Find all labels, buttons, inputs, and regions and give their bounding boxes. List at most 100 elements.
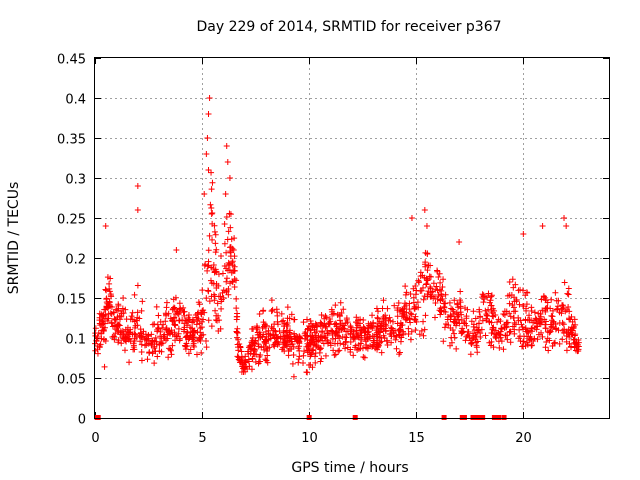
data-point [435,292,442,299]
data-point [380,297,387,304]
data-point [209,220,216,227]
data-point [415,278,422,285]
data-point [472,315,479,322]
data-point [223,275,230,282]
data-point [176,306,183,313]
y-tick-label: 0.3 [65,173,86,188]
data-point [317,319,324,326]
data-point [138,357,145,364]
data-point [286,337,293,344]
data-point [220,294,227,301]
data-point [146,349,153,356]
zero-point [476,415,482,420]
zero-point [496,415,502,420]
data-point [384,305,391,312]
data-point [407,319,414,326]
data-point [495,330,502,337]
data-point [131,346,138,353]
data-point [94,350,101,357]
data-point [152,334,159,341]
data-point [208,264,215,271]
data-point [442,291,449,298]
data-point [223,289,230,296]
data-point [138,332,145,339]
x-tick-label: 5 [198,431,206,446]
data-point [469,335,476,342]
data-point [464,328,471,335]
data-point [182,346,189,353]
data-point [218,253,225,260]
data-point [212,307,219,314]
data-point [398,313,405,320]
data-point [218,298,225,305]
data-point [242,357,249,364]
data-point [402,283,409,290]
data-point [420,332,427,339]
data-point [184,329,191,336]
data-point [461,320,468,327]
data-point [134,282,141,289]
data-point [413,287,420,294]
data-point [221,263,228,270]
data-point [236,340,243,347]
data-point [230,246,237,253]
data-point [338,309,345,316]
data-point [312,350,319,357]
data-point [291,331,298,338]
data-point [463,315,470,322]
data-point [520,303,527,310]
data-point [192,312,199,319]
data-point [205,287,212,294]
data-point [317,345,324,352]
data-point [544,299,551,306]
data-point [494,319,501,326]
data-point [451,310,458,317]
x-tick-label: 15 [408,431,425,446]
data-point [369,312,376,319]
data-point [453,345,460,352]
data-point [234,330,241,337]
data-point [485,290,492,297]
data-point [347,324,354,331]
data-point [173,333,180,340]
data-point [410,294,417,301]
data-point [392,336,399,343]
data-point [341,325,348,332]
data-point [229,279,236,286]
data-point [246,363,253,370]
data-point [549,342,556,349]
data-point [526,312,533,319]
data-point [313,328,320,335]
data-point [313,342,320,349]
data-point [219,289,226,296]
data-point [513,296,520,303]
data-point [566,340,573,347]
data-point [323,323,330,330]
data-point [539,333,546,340]
data-point [408,215,415,221]
data-point [112,330,119,337]
data-point [226,175,233,181]
data-point [441,324,448,331]
data-point [559,319,566,326]
data-point [480,299,487,306]
data-point [180,309,187,316]
data-point [483,317,490,324]
data-point [297,335,304,342]
data-point [129,309,136,316]
data-point [434,267,441,274]
data-point [269,306,276,313]
data-point [162,318,169,325]
data-point [550,340,557,347]
data-point [560,329,567,336]
y-tick-label: 0.45 [57,53,86,68]
data-point [307,326,314,333]
data-point [289,341,296,348]
data-point [486,318,493,325]
data-point [230,268,237,275]
data-point [139,298,146,305]
data-point [563,306,570,313]
data-point [542,308,549,315]
data-point [326,315,333,322]
data-point [227,211,234,218]
